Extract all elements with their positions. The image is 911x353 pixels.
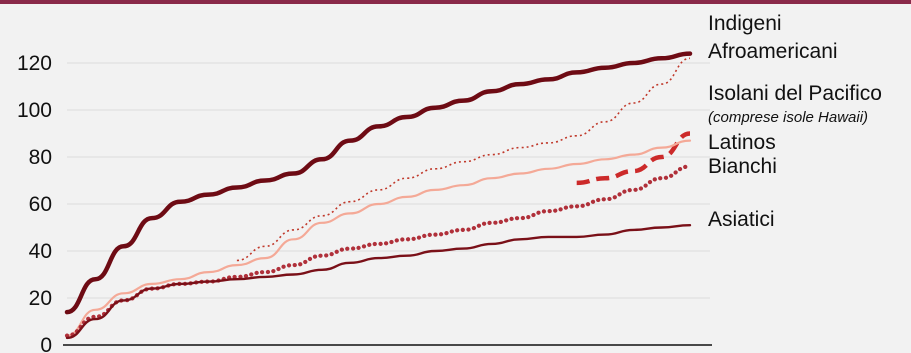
series-sublabel-2: (comprese isole Hawaii) — [708, 109, 868, 126]
lines-layer — [64, 51, 693, 340]
y-tick-label-80: 80 — [29, 146, 52, 169]
series-line-1 — [64, 51, 693, 315]
grid-layer: 0 20 40 60 80 100 120 — [17, 52, 712, 353]
series-line-3 — [65, 139, 692, 337]
y-tick-label-120: 120 — [17, 52, 52, 75]
y-tick-label-40: 40 — [29, 240, 52, 263]
series-label-1: Afroamericani — [708, 40, 838, 63]
series-label-3: Latinos — [708, 131, 776, 154]
series-label-0: Indigeni — [708, 12, 782, 35]
series-label-5: Asiatici — [708, 208, 775, 231]
series-label-2: Isolani del Pacifico — [708, 82, 882, 105]
y-tick-label-20: 20 — [29, 287, 52, 310]
y-tick-label-60: 60 — [29, 193, 52, 216]
series-line-2 — [576, 131, 691, 186]
y-tick-label-100: 100 — [17, 99, 52, 122]
series-label-4: Bianchi — [708, 155, 777, 178]
top-rule — [0, 0, 911, 4]
series-line-5 — [65, 224, 692, 340]
labels-layer: Indigeni Afroamericani Isolani del Pacific… — [708, 12, 882, 231]
y-tick-label-0: 0 — [40, 334, 52, 353]
